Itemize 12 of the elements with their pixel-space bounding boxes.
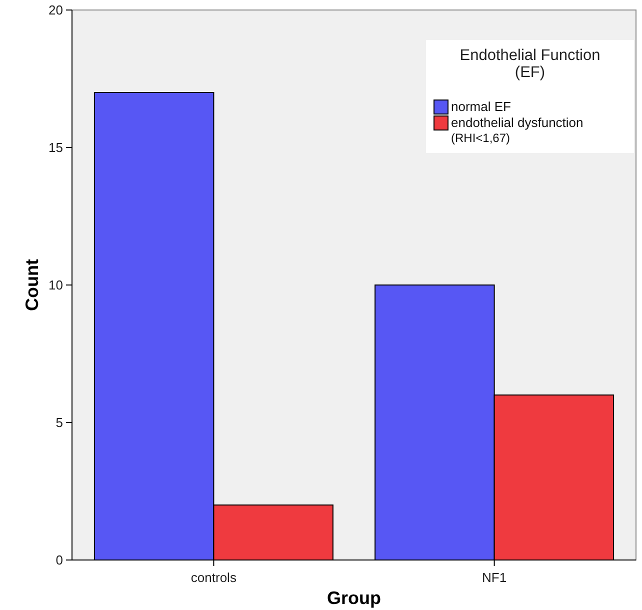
x-tick-label: NF1	[482, 570, 507, 585]
y-axis-title: Count	[22, 259, 42, 311]
y-tick-label: 15	[48, 140, 63, 156]
legend-label: endothelial dysfunction (RHI<1,67)	[451, 115, 584, 145]
y-tick-label: 0	[56, 552, 63, 568]
legend-label: normal EF	[451, 99, 512, 114]
y-tick-label: 10	[48, 278, 63, 293]
x-axis-title: Group	[327, 588, 381, 608]
y-tick-label: 5	[56, 415, 63, 430]
x-tick-label: controls	[190, 570, 237, 585]
legend-title: Endothelial Function (EF)	[460, 47, 600, 81]
y-tick-label: 20	[48, 2, 63, 18]
